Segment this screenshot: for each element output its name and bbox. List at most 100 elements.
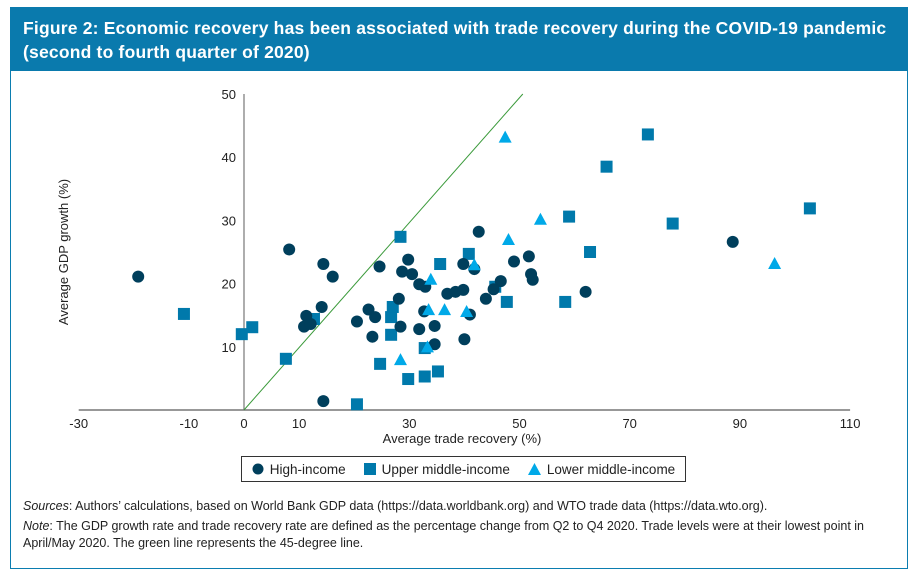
data-point-lower-middle-income bbox=[460, 305, 474, 318]
data-point-upper-middle-income bbox=[434, 258, 447, 271]
data-point-high-income bbox=[392, 292, 405, 305]
data-point-upper-middle-income bbox=[385, 328, 398, 341]
data-point-upper-middle-income bbox=[641, 128, 654, 141]
data-point-lower-middle-income bbox=[424, 272, 438, 285]
data-point-upper-middle-income bbox=[666, 217, 679, 230]
legend-item-high-income: High-income bbox=[252, 462, 346, 477]
data-point-high-income bbox=[457, 283, 470, 296]
data-point-lower-middle-income bbox=[501, 232, 515, 245]
y-tick-label: 30 bbox=[222, 213, 236, 228]
y-tick-label: 40 bbox=[222, 150, 236, 165]
data-point-high-income bbox=[350, 315, 363, 328]
data-point-high-income bbox=[579, 285, 592, 298]
data-point-upper-middle-income bbox=[559, 295, 572, 308]
data-point-high-income bbox=[457, 258, 470, 271]
x-tick-label: 70 bbox=[622, 416, 636, 431]
data-point-upper-middle-income bbox=[279, 352, 292, 365]
sources-note: Sources: Authors’ calculations, based on… bbox=[23, 498, 903, 515]
data-point-upper-middle-income bbox=[431, 365, 444, 378]
data-point-high-income bbox=[428, 338, 441, 351]
sources-text: : Authors’ calculations, based on World … bbox=[68, 499, 768, 513]
data-point-high-income bbox=[522, 250, 535, 263]
x-tick-label: 10 bbox=[292, 416, 306, 431]
x-tick-label: 0 bbox=[240, 416, 247, 431]
data-point-high-income bbox=[479, 292, 492, 305]
y-tick-label: 50 bbox=[222, 87, 236, 102]
data-point-high-income bbox=[494, 275, 507, 288]
data-point-high-income bbox=[317, 258, 330, 271]
data-point-lower-middle-income bbox=[393, 353, 407, 366]
data-point-high-income bbox=[317, 395, 330, 408]
data-point-high-income bbox=[283, 243, 296, 256]
data-point-upper-middle-income bbox=[246, 321, 259, 334]
data-point-high-income bbox=[326, 270, 339, 283]
x-tick-label: 30 bbox=[402, 416, 416, 431]
data-point-high-income bbox=[315, 300, 328, 313]
data-point-upper-middle-income bbox=[584, 246, 597, 258]
data-point-lower-middle-income bbox=[438, 303, 452, 316]
legend-item-lower-middle-income: Lower middle-income bbox=[527, 461, 676, 477]
data-point-high-income bbox=[413, 323, 426, 336]
legend-label: Lower middle-income bbox=[546, 461, 676, 477]
data-point-upper-middle-income bbox=[803, 202, 816, 215]
data-point-high-income bbox=[487, 283, 500, 296]
data-point-high-income bbox=[304, 318, 317, 331]
sources-label: Sources bbox=[23, 499, 69, 513]
x-tick-label: -30 bbox=[69, 416, 88, 431]
data-point-upper-middle-income bbox=[374, 357, 387, 370]
data-point-lower-middle-income bbox=[467, 258, 481, 271]
y-tick-label: 10 bbox=[222, 340, 236, 355]
data-point-lower-middle-income bbox=[533, 212, 547, 225]
data-point-high-income bbox=[396, 265, 409, 278]
data-point-upper-middle-income bbox=[386, 300, 399, 313]
x-tick-label: 90 bbox=[733, 416, 747, 431]
note: Note: The GDP growth rate and trade reco… bbox=[23, 518, 903, 552]
legend-label: Upper middle-income bbox=[381, 461, 510, 477]
data-point-high-income bbox=[507, 255, 520, 268]
data-point-lower-middle-income bbox=[420, 340, 434, 353]
data-point-high-income bbox=[428, 319, 441, 332]
note-text: : The GDP growth rate and trade recovery… bbox=[23, 519, 864, 550]
data-point-high-income bbox=[366, 330, 379, 343]
data-point-upper-middle-income bbox=[385, 311, 398, 324]
data-point-lower-middle-income bbox=[498, 130, 512, 143]
data-point-upper-middle-income bbox=[394, 230, 407, 243]
data-point-upper-middle-income bbox=[350, 398, 363, 411]
data-point-upper-middle-income bbox=[563, 210, 576, 223]
note-label: Note bbox=[23, 519, 50, 533]
data-point-lower-middle-income bbox=[422, 303, 436, 316]
figure-notes: Sources: Authors’ calculations, based on… bbox=[23, 498, 903, 555]
data-point-high-income bbox=[132, 270, 145, 283]
data-point-lower-middle-income bbox=[768, 257, 782, 270]
x-tick-label: -10 bbox=[180, 416, 199, 431]
legend-item-upper-middle-income: Upper middle-income bbox=[363, 461, 510, 477]
square-marker-icon bbox=[363, 463, 376, 475]
y-axis-label: Average GDP growth (%) bbox=[56, 179, 71, 325]
data-point-upper-middle-income bbox=[402, 373, 415, 386]
data-point-high-income bbox=[726, 235, 739, 248]
x-axis-label: Average trade recovery (%) bbox=[383, 431, 542, 446]
data-point-upper-middle-income bbox=[235, 328, 248, 341]
data-point-upper-middle-income bbox=[600, 160, 613, 173]
legend: High-income Upper middle-income Lower mi… bbox=[241, 456, 686, 482]
figure-title: Figure 2: Economic recovery has been ass… bbox=[10, 7, 908, 71]
data-point-high-income bbox=[373, 260, 386, 273]
data-point-high-income bbox=[526, 273, 539, 286]
x-tick-label: 110 bbox=[840, 416, 861, 431]
data-point-high-income bbox=[458, 333, 471, 346]
data-point-upper-middle-income bbox=[462, 247, 475, 260]
data-point-high-income bbox=[394, 320, 407, 333]
data-point-high-income bbox=[472, 225, 485, 238]
circle-marker-icon bbox=[252, 463, 264, 475]
data-point-upper-middle-income bbox=[500, 295, 513, 308]
x-tick-label: 50 bbox=[512, 416, 526, 431]
y-tick-label: 20 bbox=[222, 277, 236, 292]
data-point-upper-middle-income bbox=[177, 307, 190, 320]
data-point-high-income bbox=[402, 253, 415, 266]
triangle-marker-icon bbox=[527, 463, 541, 475]
legend-label: High-income bbox=[269, 461, 346, 477]
data-point-high-income bbox=[406, 268, 419, 281]
data-point-high-income bbox=[369, 311, 382, 324]
data-point-upper-middle-income bbox=[418, 370, 431, 383]
